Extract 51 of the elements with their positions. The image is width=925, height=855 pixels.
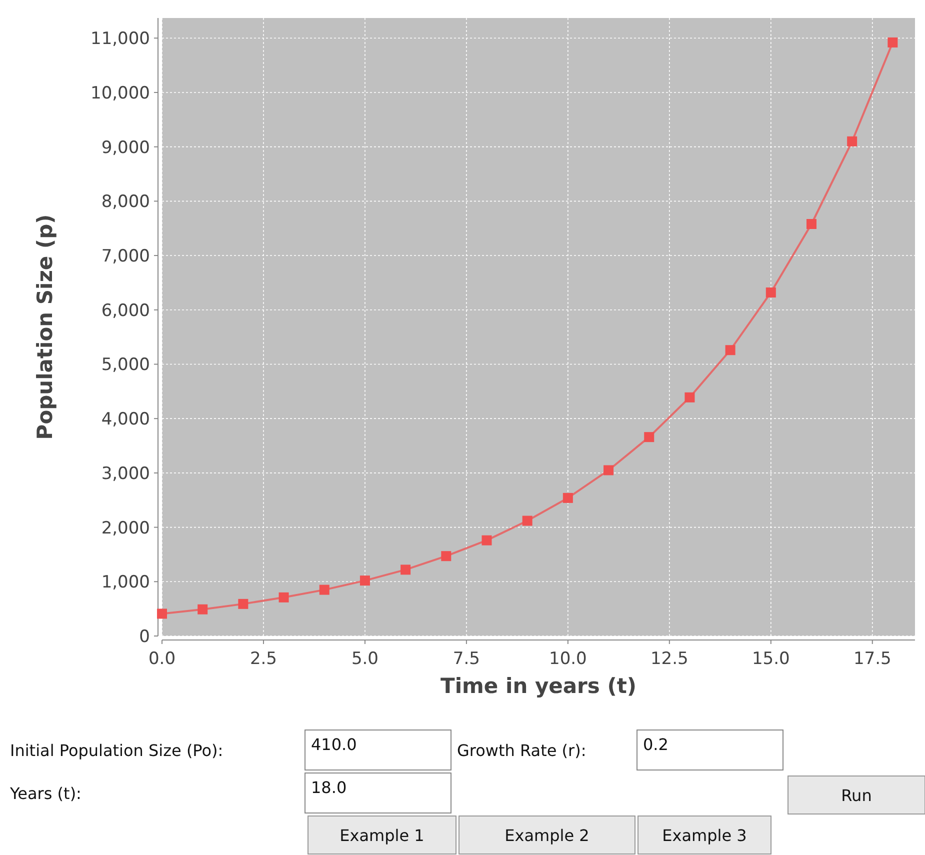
point — [198, 604, 208, 614]
text: Growth Rate (r): — [457, 741, 586, 760]
text: Example 3 — [662, 826, 747, 845]
y-tick-label: 5,000 — [101, 355, 150, 376]
point — [725, 345, 736, 356]
x-tick-label: 7.5 — [452, 649, 480, 669]
y-tick-label: 6,000 — [101, 300, 150, 321]
text: Run — [841, 786, 872, 805]
text: 410.0 — [311, 735, 357, 754]
point — [319, 584, 330, 595]
text: Initial Population Size (Po): — [10, 741, 224, 760]
text: 0.2 — [643, 735, 668, 754]
point — [360, 576, 370, 586]
text: Example 2 — [504, 826, 590, 845]
y-tick-label: 11,000 — [90, 29, 150, 50]
y-tick-label: 10,000 — [90, 83, 150, 104]
y-axis-title: Population Size (p) — [33, 214, 57, 440]
y-tick-label: 7,000 — [101, 246, 150, 267]
point — [604, 465, 614, 476]
point — [400, 564, 411, 575]
text: Years (t): — [9, 784, 82, 803]
point — [644, 432, 654, 442]
point — [482, 535, 492, 546]
y-tick-label: 1,000 — [101, 572, 150, 593]
y-tick-label: 0 — [139, 627, 150, 647]
y-tick-label: 9,000 — [101, 138, 150, 158]
point — [157, 608, 167, 619]
x-tick-label: 0.0 — [148, 649, 176, 669]
point — [806, 219, 816, 229]
x-tick-label: 12.5 — [650, 649, 688, 669]
point — [562, 492, 573, 503]
x-tick-label: 2.5 — [250, 649, 278, 669]
y-tick-label: 3,000 — [101, 464, 150, 484]
point — [522, 516, 532, 526]
x-axis-title: Time in years (t) — [440, 674, 636, 698]
point — [888, 37, 898, 48]
text: Example 1 — [340, 826, 424, 845]
text: 18.0 — [311, 778, 347, 797]
point — [441, 551, 452, 562]
y-tick-label: 4,000 — [101, 410, 150, 430]
x-tick-label: 17.5 — [853, 649, 892, 669]
point — [278, 592, 289, 602]
point — [684, 392, 695, 402]
point — [238, 598, 248, 609]
y-tick-label: 2,000 — [101, 518, 150, 538]
x-tick-label: 5.0 — [351, 649, 378, 669]
point — [847, 136, 858, 146]
y-tick-label: 8,000 — [101, 192, 150, 212]
x-tick-label: 10.0 — [549, 649, 587, 669]
point — [766, 287, 776, 298]
x-tick-label: 15.0 — [752, 649, 790, 669]
